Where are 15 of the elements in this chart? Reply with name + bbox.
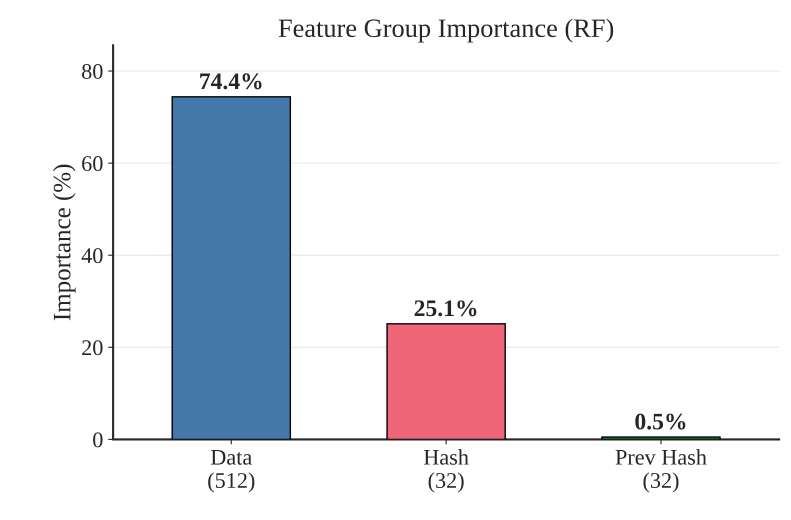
x-tick-label: Prev Hash (32) [616,449,707,493]
x-tick-label: Hash (32) [424,449,469,493]
bar [172,96,292,440]
data-label: 74.4% [200,73,262,90]
chart-title: Feature Group Importance (RF) [278,18,614,43]
y-tick-label: 0 [93,432,103,448]
x-tick-label: Data (512) [208,450,254,493]
y-axis-title: Importance (%) [52,164,76,320]
bar [386,323,506,440]
y-tick-label: 60 [82,156,103,172]
data-label: 25.1% [414,300,476,316]
y-tick-label: 40 [82,248,103,264]
y-tick-label: 80 [82,64,103,79]
data-label: 0.5% [635,414,686,430]
y-tick-label: 20 [82,340,103,356]
